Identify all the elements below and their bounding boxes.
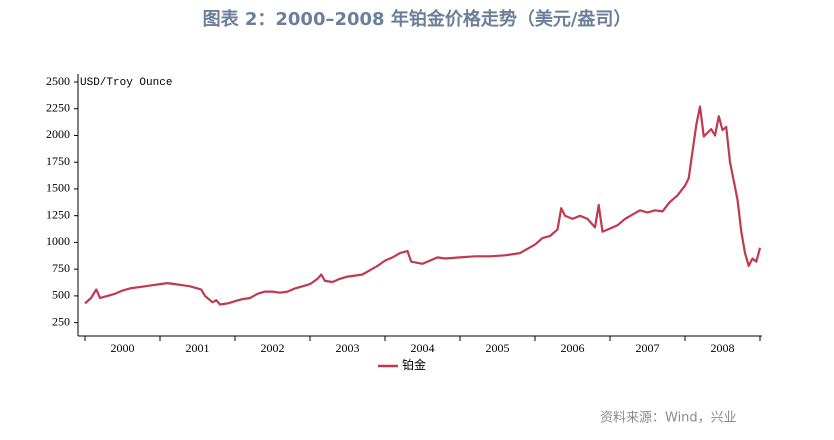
y-tick-label: 1250 [46,207,70,221]
y-tick-label: 1000 [46,234,70,248]
x-tick-label: 2003 [336,341,360,355]
x-tick-label: 2002 [261,341,285,355]
y-tick-label: 250 [52,314,70,328]
y-tick-label: 2000 [46,127,70,141]
y-tick-label: 1750 [46,154,70,168]
legend-label: 铂金 [402,357,426,372]
x-tick-label: 2006 [561,341,585,355]
x-tick-label: 2004 [411,341,435,355]
source: 资料来源：Wind，兴业 [600,411,737,426]
x-tick-label: 2007 [636,341,660,355]
x-tick-label: 2008 [711,341,735,355]
chart-title: 图表 2：2000–2008 年铂金价格走势（美元/盎司） [203,8,632,30]
y-tick-label: 750 [52,261,70,275]
y-tick-label: 2250 [46,100,70,114]
x-tick-label: 2005 [486,341,510,355]
y-tick-label: 1500 [46,181,70,195]
x-tick-label: 2000 [111,341,135,355]
price-line [84,105,762,306]
y-tick-label: 2500 [46,74,70,88]
x-tick-label: 2001 [186,341,210,355]
y-axis-label: USD/Troy Ounce [80,77,172,89]
y-tick-label: 500 [52,288,70,302]
